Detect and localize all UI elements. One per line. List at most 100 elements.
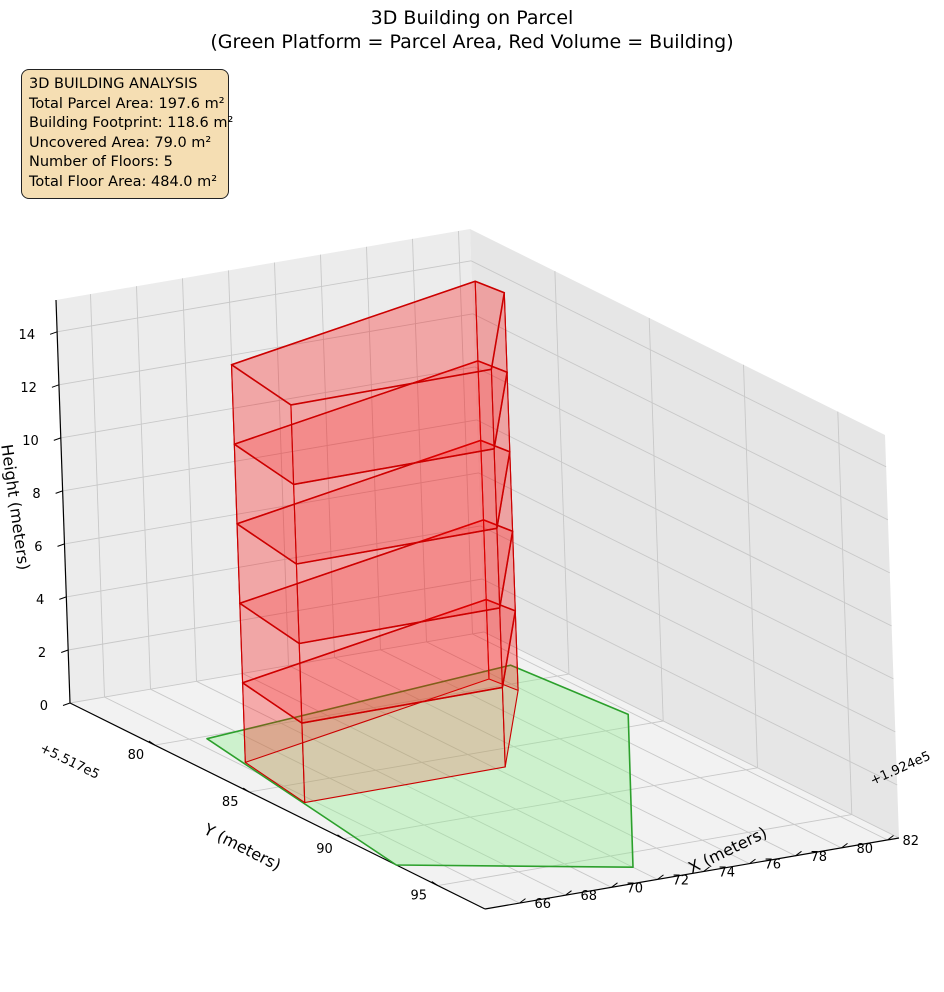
z-tick-mark — [49, 331, 58, 335]
z-axis-line — [55, 299, 71, 704]
gridline-y-floor — [343, 767, 758, 840]
gridline-z-wall-x — [68, 578, 483, 651]
y-tick-mark — [337, 834, 344, 840]
z-tick-label: 4 — [36, 593, 44, 608]
y-tick-mark — [431, 881, 439, 887]
info-uncovered-area: Uncovered Area: 79.0 m² — [29, 134, 212, 151]
y-tick-label: 80 — [128, 748, 145, 763]
z-axis-label: Height (meters) — [0, 443, 34, 571]
building-floor — [230, 280, 508, 485]
gridline-x-wall — [412, 238, 427, 642]
info-total-floor-area: Total Floor Area: 484.0 m² — [29, 173, 218, 190]
chart-title-line-2: (Green Platform = Parcel Area, Red Volum… — [210, 31, 734, 53]
gridline-z-wall-x — [62, 419, 477, 492]
gridline-x-floor — [472, 633, 888, 841]
info-box-heading: 3D BUILDING ANALYSIS — [29, 76, 198, 92]
axis-panes — [56, 229, 899, 909]
x-tick-mark — [703, 866, 710, 872]
gridline-z-wall-x — [64, 472, 479, 545]
back-pane-y — [470, 229, 899, 838]
building-floor — [241, 598, 519, 804]
x-tick-mark — [657, 874, 664, 880]
x-tick-label: 66 — [535, 897, 552, 912]
y-tick-label: 85 — [222, 795, 239, 810]
y-tick-label: 90 — [316, 842, 333, 857]
x-tick-label: 74 — [719, 866, 736, 881]
gridline-y-wall — [554, 271, 570, 675]
y-axis-label: Y (meters) — [200, 819, 284, 874]
info-box: 3D BUILDING ANALYSIS Total Parcel Area: … — [21, 69, 234, 199]
x-tick-mark — [887, 835, 894, 841]
x-tick-mark — [749, 858, 756, 864]
gridline-x-wall — [182, 278, 197, 682]
gridline-z-wall-y — [474, 366, 891, 574]
gridline-x-floor — [380, 649, 796, 857]
gridline-x-floor — [334, 657, 750, 865]
building-floor — [239, 519, 516, 724]
x-tick-mark — [565, 890, 572, 896]
gridline-z-wall-x — [66, 525, 481, 598]
gridline-x-wall — [136, 286, 151, 690]
gridline-x-wall — [366, 246, 381, 650]
gridline-y-floor — [249, 720, 664, 793]
gridline-z-wall-y — [483, 631, 900, 839]
x-tick-label: 80 — [857, 842, 874, 857]
y-tick-mark — [148, 740, 156, 746]
z-tick-label: 8 — [32, 487, 40, 502]
z-tick-mark — [55, 490, 63, 494]
info-building-footprint: Building Footprint: 118.6 m² — [29, 115, 234, 131]
gridline-x-wall — [458, 230, 473, 635]
z-tick-label: 10 — [22, 434, 39, 449]
x-tick-mark — [519, 898, 526, 904]
floor-slab-top — [230, 280, 506, 406]
gridline-z-wall-y — [470, 260, 887, 468]
z-tick-mark — [53, 437, 61, 441]
gridline-z-wall-x — [60, 366, 475, 439]
gridline-z-wall-y — [472, 313, 889, 521]
gridline-z-wall-y — [478, 472, 894, 680]
gridline-x-wall — [274, 262, 289, 666]
back-pane-x — [56, 229, 484, 703]
x-axis-line — [484, 837, 900, 910]
gridline-z-wall-y — [481, 578, 898, 786]
z-tick-label: 6 — [34, 540, 42, 555]
gridline-x-floor — [196, 680, 612, 888]
z-tick-label: 14 — [19, 328, 36, 343]
x-tick-label: 82 — [903, 834, 920, 849]
x-tick-label: 72 — [673, 873, 690, 888]
gridline-x-wall — [320, 254, 335, 658]
axis-lines — [55, 299, 900, 910]
gridline-y-wall — [743, 364, 758, 768]
parcel-platform — [206, 664, 634, 869]
gridline-z-wall-y — [480, 525, 896, 733]
gridline-z-wall-y — [476, 419, 892, 627]
z-tick-mark — [61, 649, 69, 653]
z-tick-label: 12 — [20, 381, 37, 396]
gridline-x-floor — [104, 696, 520, 904]
info-number-of-floors: Number of Floors: 5 — [29, 154, 173, 170]
gridline-y-wall — [648, 317, 664, 722]
z-tick-label: 0 — [40, 699, 48, 714]
x-tick-mark — [841, 843, 848, 849]
gridline-y-floor — [154, 673, 569, 746]
gridline-x-floor — [426, 641, 842, 849]
z-tick-label: 2 — [38, 646, 46, 661]
x-tick-label: 70 — [627, 881, 644, 896]
y-tick-label: 95 — [411, 889, 428, 904]
z-tick-mark — [51, 384, 60, 388]
scene-geometry — [206, 280, 634, 869]
x-tick-label: 76 — [765, 858, 782, 873]
gridline-y-wall — [837, 411, 853, 815]
z-tick-mark — [59, 596, 67, 600]
gridline-x-wall — [90, 294, 105, 698]
building-floor — [233, 360, 511, 565]
chart-title-line-1: 3D Building on Parcel — [370, 7, 574, 29]
y-tick-mark — [242, 787, 250, 793]
y-axis-line — [69, 702, 486, 910]
x-tick-mark — [795, 850, 802, 857]
z-tick-mark — [57, 543, 65, 547]
x-tick-mark — [611, 882, 618, 888]
gridline-x-floor — [150, 688, 566, 896]
gridline-z-wall-x — [57, 260, 472, 333]
